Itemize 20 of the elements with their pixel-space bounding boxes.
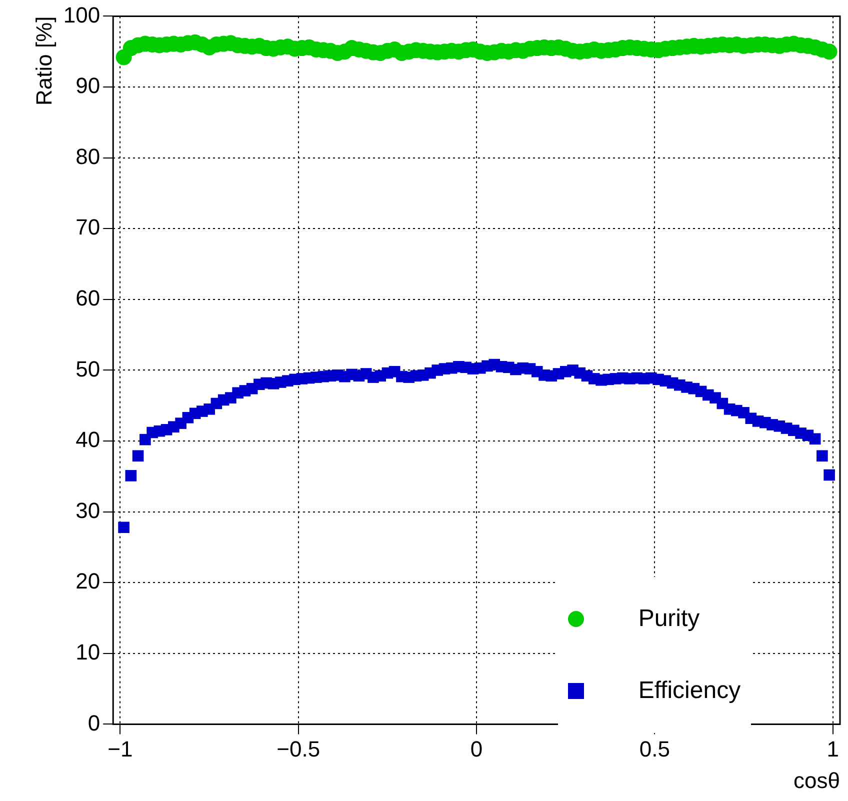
y-tick-label: 40: [76, 427, 100, 452]
x-tick-label: 0.5: [639, 736, 670, 762]
x-axis-title: cosθ: [794, 768, 840, 793]
y-tick-label: 0: [88, 710, 100, 736]
x-tick-label: 0: [470, 736, 483, 762]
x-tick-label: −1: [108, 736, 133, 762]
y-tick-label: 10: [76, 639, 100, 664]
y-axis-title: Ratio [%]: [31, 16, 56, 106]
y-tick-label: 80: [76, 144, 100, 169]
legend-label: Efficiency: [638, 676, 741, 705]
y-tick-label: 30: [76, 498, 100, 523]
y-tick-label: 100: [63, 2, 100, 28]
y-tick-label: 50: [76, 356, 100, 382]
x-tick-label: 1: [826, 736, 839, 762]
x-tick-label: −0.5: [276, 736, 320, 762]
y-tick-label: 60: [76, 285, 100, 310]
legend-label: Purity: [638, 604, 700, 633]
y-tick-label: 70: [76, 214, 100, 240]
y-tick-label: 20: [76, 568, 100, 594]
y-tick-label: 90: [76, 73, 100, 98]
